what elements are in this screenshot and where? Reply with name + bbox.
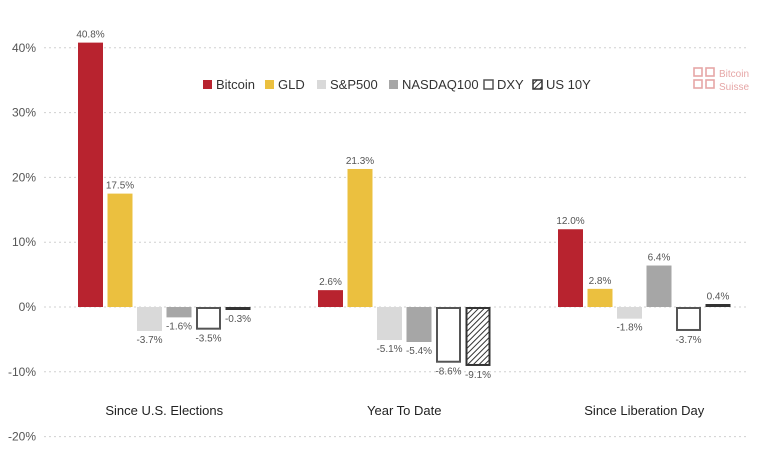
legend-label: DXY bbox=[497, 77, 524, 92]
data-labels: 40.8% 2.6% 12.0% 17.5% 21.3% 2.8% -3.7% -5.1% -1… bbox=[76, 30, 729, 381]
data-label: -3.7% bbox=[675, 335, 701, 346]
bar-nasdaq100 bbox=[166, 307, 192, 318]
bar-dxy bbox=[196, 307, 221, 330]
data-label: -1.6% bbox=[166, 321, 192, 332]
y-tick-label: 40% bbox=[12, 41, 36, 55]
data-label: 2.6% bbox=[319, 277, 342, 288]
bar-nasdaq100 bbox=[646, 265, 672, 307]
data-label: -5.1% bbox=[376, 344, 402, 355]
bar-s-p500 bbox=[617, 307, 642, 319]
y-tick-label: -20% bbox=[8, 430, 36, 444]
data-label: -8.6% bbox=[435, 367, 461, 378]
y-tick-label: 30% bbox=[12, 106, 36, 120]
legend-label: Bitcoin bbox=[216, 77, 255, 92]
bar-us-10y bbox=[225, 307, 251, 310]
legend-swatch bbox=[532, 79, 543, 90]
category-labels: Since U.S. Elections Year To Date Since Li… bbox=[105, 403, 704, 418]
data-label: 6.4% bbox=[648, 253, 671, 264]
bar-dxy bbox=[436, 307, 461, 363]
data-label: -3.7% bbox=[136, 335, 162, 346]
data-label: 0.4% bbox=[707, 291, 730, 302]
data-label: 12.0% bbox=[556, 216, 584, 227]
y-tick-label: 10% bbox=[12, 235, 36, 249]
y-axis-ticks: 40% 30% 20% 10% 0% -10% -20% bbox=[8, 41, 36, 444]
y-tick-label: 0% bbox=[19, 300, 37, 314]
bar-bitcoin bbox=[78, 42, 103, 308]
legend-swatch bbox=[317, 80, 326, 89]
legend-label: US 10Y bbox=[546, 77, 591, 92]
logo: Bitcoin Suisse bbox=[693, 67, 749, 93]
legend-label: NASDAQ100 bbox=[402, 77, 479, 92]
data-label: 2.8% bbox=[589, 276, 612, 287]
legend-swatch bbox=[203, 80, 212, 89]
data-label: -1.8% bbox=[616, 323, 642, 334]
bar-bitcoin bbox=[558, 229, 583, 307]
data-label: 40.8% bbox=[76, 30, 104, 41]
category-label: Year To Date bbox=[367, 403, 441, 418]
bitcoin-suisse-logo-icon bbox=[693, 67, 715, 89]
bar-gld bbox=[587, 288, 613, 307]
y-tick-label: 20% bbox=[12, 170, 36, 184]
y-tick-label: -10% bbox=[8, 365, 36, 379]
bar-us-10y bbox=[465, 307, 491, 366]
legend-swatch bbox=[265, 80, 274, 89]
bar-us-10y bbox=[705, 304, 731, 307]
bar-nasdaq100 bbox=[406, 307, 432, 342]
logo-text-line2: Suisse bbox=[719, 82, 749, 93]
category-label: Since U.S. Elections bbox=[105, 403, 223, 418]
logo-text-line1: Bitcoin bbox=[719, 69, 749, 80]
data-label: 17.5% bbox=[106, 181, 134, 192]
bars bbox=[78, 42, 731, 366]
legend: Bitcoin GLD S&P500 NASDAQ100 DXY US 10Y bbox=[203, 77, 591, 92]
legend-label: GLD bbox=[278, 77, 305, 92]
bar-gld bbox=[347, 168, 373, 307]
bar-dxy bbox=[676, 307, 701, 331]
data-label: 21.3% bbox=[346, 156, 374, 167]
legend-swatch bbox=[389, 80, 398, 89]
bar-s-p500 bbox=[137, 307, 162, 331]
gridlines bbox=[44, 47, 748, 438]
data-label: -5.4% bbox=[406, 346, 432, 357]
bar-s-p500 bbox=[377, 307, 402, 341]
data-label: -3.5% bbox=[195, 334, 221, 345]
data-label: -0.3% bbox=[225, 314, 251, 325]
category-label: Since Liberation Day bbox=[584, 403, 704, 418]
bar-gld bbox=[107, 193, 133, 307]
legend-label: S&P500 bbox=[330, 77, 378, 92]
data-label: -9.1% bbox=[465, 370, 491, 381]
legend-swatch bbox=[483, 79, 494, 90]
bar-bitcoin bbox=[318, 290, 343, 307]
